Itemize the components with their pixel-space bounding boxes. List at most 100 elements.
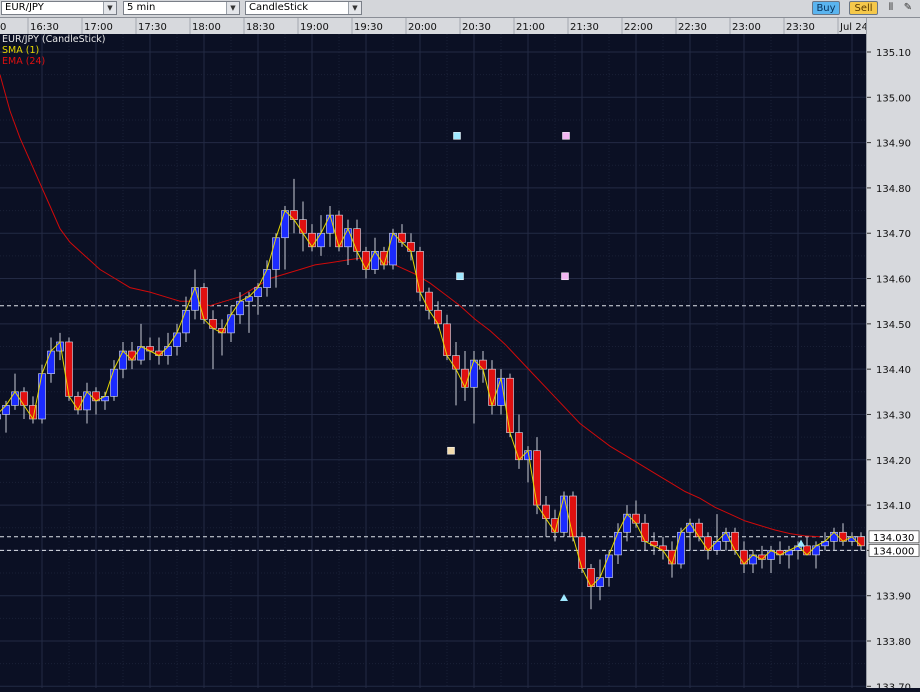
timeframe-value: 5 min (127, 2, 156, 13)
candle-body (596, 577, 604, 587)
chart-plot-area[interactable] (0, 34, 866, 688)
candle-body (731, 531, 739, 551)
candle-body (191, 287, 199, 311)
candle-body (785, 550, 793, 556)
candle-body (272, 237, 280, 270)
price-tick-label: 134.10 (876, 501, 911, 512)
time-tick-label: 21:30 (570, 22, 599, 33)
time-tick-label: 17:30 (138, 22, 167, 33)
candles (0, 178, 865, 610)
price-tick-label: 134.60 (876, 275, 911, 286)
chevron-down-icon: ▼ (226, 2, 239, 14)
current-price-label: 134.000 (873, 546, 914, 557)
time-tick-label: Jul 24 (839, 22, 866, 33)
candle-body (380, 251, 388, 266)
sell-button[interactable]: Sell (849, 1, 878, 15)
price-tick-label: 133.90 (876, 592, 911, 603)
symbol-select[interactable]: EUR/JPY ▼ (1, 1, 117, 15)
current-price-label: 134.030 (873, 533, 914, 544)
signal-marker-triangle (560, 593, 568, 601)
candle-body (578, 536, 586, 569)
candle-body (389, 232, 397, 266)
candle-body (20, 391, 28, 406)
candle-body (569, 495, 577, 538)
candle-body (614, 531, 622, 556)
candle-body (245, 296, 253, 302)
candle-body (803, 545, 811, 556)
time-axis: 0 16:30 17:00 17:30 18:00 18:30 19:00 19:30 20:0… (0, 18, 868, 35)
candle-body (434, 309, 442, 325)
price-tick-label: 134.90 (876, 139, 911, 150)
candle-body (515, 432, 523, 461)
candle-body (308, 232, 316, 248)
legend-ema: EMA (24) (2, 56, 46, 67)
candle-body (830, 531, 838, 542)
time-tick-label: 20:30 (462, 22, 491, 33)
signal-marker-square (447, 446, 455, 455)
candle-body (560, 495, 568, 533)
chart-settings-icon[interactable]: ⦀ (888, 2, 894, 13)
sma-1-line (0, 209, 862, 588)
candle-body (164, 346, 172, 356)
candle-body (443, 323, 451, 356)
candle-body (812, 545, 820, 556)
time-tick-label: 19:30 (354, 22, 383, 33)
time-tick-label: 23:30 (786, 22, 815, 33)
time-tick-label: 21:00 (516, 22, 545, 33)
candle-body (479, 359, 487, 370)
candle-body (65, 341, 73, 397)
time-tick-label: 19:00 (300, 22, 329, 33)
toolbar: EUR/JPY ▼ 5 min ▼ CandleStick ▼ Buy Sell… (0, 0, 920, 18)
price-tick-label: 135.10 (876, 48, 911, 59)
signal-marker-square (562, 132, 570, 140)
time-axis-labels: 0 16:30 17:00 17:30 18:00 18:30 19:00 19:30 20:0… (0, 18, 868, 34)
candle-body (713, 541, 721, 551)
candle-body (488, 368, 496, 406)
candle-body (236, 300, 244, 316)
time-tick-label: 20:00 (408, 22, 437, 33)
time-tick-label: 18:30 (246, 22, 275, 33)
time-tick-label: 22:00 (624, 22, 653, 33)
candle-body (425, 291, 433, 311)
candle-body (281, 210, 289, 239)
timeframe-select[interactable]: 5 min ▼ (123, 1, 240, 15)
candle (65, 337, 73, 401)
chevron-down-icon: ▼ (103, 2, 116, 14)
candle-body (227, 314, 235, 334)
candle-body (299, 219, 307, 234)
signal-marker-square (561, 272, 569, 281)
candle-body (776, 550, 784, 556)
candle-body (533, 450, 541, 506)
candle-body (344, 228, 352, 248)
candle-body (2, 405, 10, 415)
price-axis-labels: 135.10 135.00 134.90 134.80 134.70 134.60 134.… (867, 48, 920, 692)
candle-body (695, 522, 703, 538)
candle-body (506, 377, 514, 433)
candle-body (110, 368, 118, 397)
candle-body (641, 522, 649, 542)
candle-body (11, 391, 19, 406)
time-tick-label: 23:00 (732, 22, 761, 33)
candle-body (47, 350, 55, 374)
current-price-box (868, 530, 920, 544)
candle-body (371, 251, 379, 270)
candle-body (38, 373, 46, 420)
candle-body (209, 319, 217, 329)
price-tick-label: 134.70 (876, 229, 911, 240)
price-tick-label: 133.70 (876, 682, 911, 688)
candle-body (605, 554, 613, 578)
signal-marker-triangle (797, 539, 805, 547)
draw-tool-icon[interactable]: ✎ (903, 2, 913, 13)
time-tick-label: 17:00 (84, 22, 113, 33)
price-tick-label: 134.50 (876, 320, 911, 331)
signal-marker-square (456, 272, 464, 281)
candle-body (407, 241, 415, 252)
candle (569, 491, 577, 542)
candle-body (398, 232, 406, 243)
chart-style-select[interactable]: CandleStick ▼ (245, 1, 362, 15)
candle-body (470, 359, 478, 388)
buy-button[interactable]: Buy (812, 1, 840, 15)
price-tick-label: 134.30 (876, 410, 911, 421)
price-tick-label: 134.20 (876, 456, 911, 467)
candle-body (452, 355, 460, 370)
